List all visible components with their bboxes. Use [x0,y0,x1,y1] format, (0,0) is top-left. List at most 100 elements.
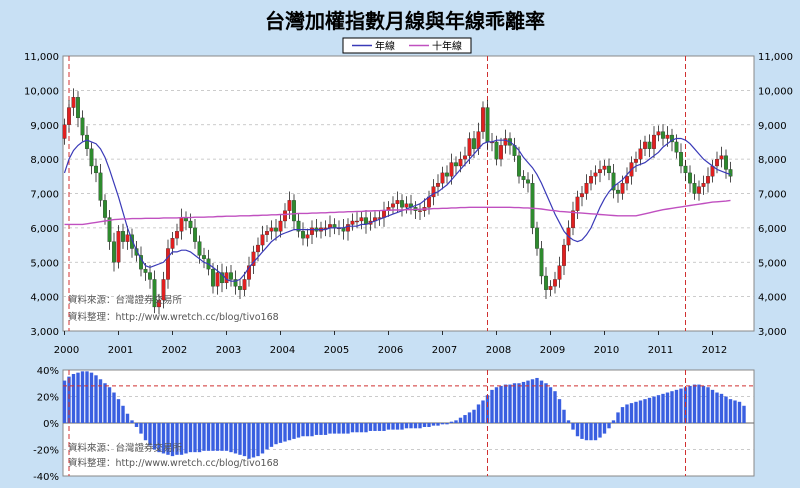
deviation-bar-series [62,371,746,459]
bar [206,423,211,451]
candle [242,279,247,290]
bar [526,380,530,423]
source-note: 資料來源：台灣證券交易所 [68,294,183,306]
bar [260,423,265,454]
bar [175,423,179,455]
candle [526,179,530,184]
bar [629,403,634,423]
candle [301,231,305,239]
bar [305,423,310,437]
bar [121,405,125,423]
deviation-chart-reference-lines [68,370,686,476]
bar [211,423,215,451]
candle [269,227,274,232]
bar [76,372,80,423]
bar [202,423,206,451]
y-tick-label-right: 8,000 [758,155,787,166]
price-chart-y-ticks: 3,000 4,000 5,000 6,000 7,000 8,000 9,000 10,00… [24,52,59,338]
bar [697,384,701,423]
line-series-ma120 [64,199,731,226]
bar [679,388,683,423]
candle [391,203,395,208]
y-tick-label-right: 7,000 [758,190,787,201]
bar [701,385,706,423]
bar [445,423,449,425]
y-tick-label-right: 10,000 [758,86,793,97]
candle [67,107,71,125]
bar [179,423,184,455]
bar [229,423,233,453]
candle [76,97,80,119]
bar [620,407,625,423]
bar [688,385,692,423]
candle [728,169,733,177]
x-tick-label: 2003 [216,345,241,356]
bar [328,423,332,434]
x-tick-label: 2002 [162,345,187,356]
candle [611,172,616,191]
bar [539,380,544,423]
bar [404,423,409,429]
candle [530,183,535,229]
x-tick-label: 2005 [324,345,349,356]
candle [548,286,553,290]
compiler-note-bottom: 資料整理：http://www.wretch.cc/blog/tivo168 [68,457,279,469]
bar [107,387,112,423]
candle [665,134,670,139]
bar [692,384,697,423]
bar [535,377,539,423]
bar [256,423,260,457]
candle [400,200,404,208]
bar [728,399,733,423]
bar [116,399,121,423]
bar [323,423,328,435]
bar [134,423,139,427]
candle [359,217,364,222]
candle [715,158,719,167]
candle [436,183,440,187]
bar [530,379,535,423]
bar [382,423,386,431]
x-tick-label: 2012 [702,345,727,356]
bar [544,383,548,423]
candle [692,183,697,194]
x-tick-label: 2010 [594,345,619,356]
candle [418,210,422,212]
candle [107,217,112,242]
candle [256,244,260,253]
bar [719,393,724,423]
bar [494,387,499,423]
candle [233,279,238,287]
bar [449,421,454,423]
x-tick-label: 2009 [540,345,565,356]
bar [224,423,229,451]
bar [481,400,485,423]
price-chart-reference-lines [68,56,686,331]
y-tick-label: 11,000 [24,52,59,63]
bar [436,423,440,426]
bar [413,423,418,429]
candle [521,176,526,180]
bar [359,423,364,433]
bar [647,397,652,423]
candle [625,176,629,184]
bar [548,387,553,423]
candle [229,272,233,280]
candle [148,272,152,280]
bar [139,423,143,434]
bar [373,423,377,431]
candle [544,275,548,290]
candle [647,141,652,149]
candle [260,234,265,246]
bar [616,412,620,423]
candle [616,189,620,194]
candle [539,248,544,277]
candle [598,169,602,174]
bar [166,423,170,455]
candle [463,155,467,160]
bar [467,412,472,423]
candle [94,165,98,174]
bar [355,423,359,433]
bar [580,423,584,439]
bar [337,423,341,434]
